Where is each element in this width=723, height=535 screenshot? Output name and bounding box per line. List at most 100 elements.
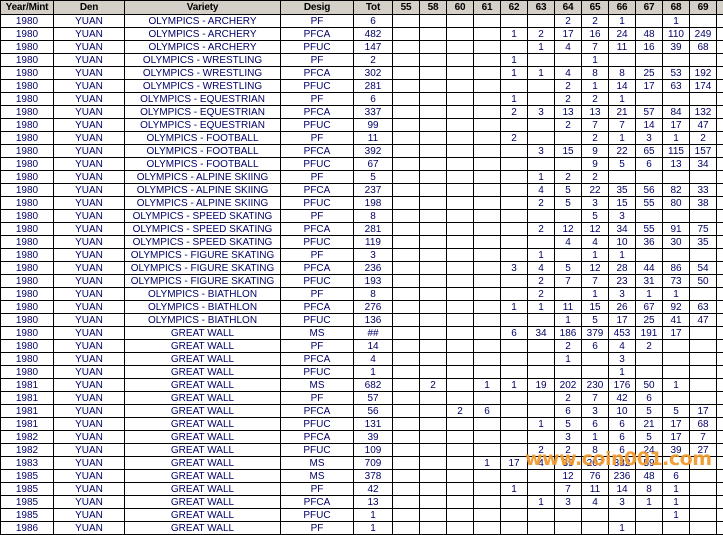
- cell-grade-55: [393, 288, 420, 301]
- cell-grade-62: 6: [501, 327, 528, 340]
- cell-grade-63: 3: [528, 106, 555, 119]
- cell-grade-66: 10: [609, 236, 636, 249]
- column-header-grade-70[interactable]: 70: [717, 1, 723, 15]
- cell-grade-61: [474, 210, 501, 223]
- cell-grade-55: [393, 210, 420, 223]
- column-header-grade-68[interactable]: 68: [663, 1, 690, 15]
- column-header-grade-64[interactable]: 64: [555, 1, 582, 15]
- column-header-desig[interactable]: Desig: [281, 1, 354, 15]
- cell-grade-70: [717, 496, 723, 509]
- cell-variety: GREAT WALL: [125, 418, 281, 431]
- cell-desig: PF: [281, 93, 354, 106]
- column-header-grade-58[interactable]: 58: [420, 1, 447, 15]
- column-header-grade-67[interactable]: 67: [636, 1, 663, 15]
- cell-year-mint: 1980: [1, 210, 54, 223]
- cell-grade-69: [690, 457, 717, 470]
- cell-grade-70: 1: [717, 444, 723, 457]
- column-header-grade-61[interactable]: 61: [474, 1, 501, 15]
- cell-den: YUAN: [54, 249, 125, 262]
- column-header-grade-66[interactable]: 66: [609, 1, 636, 15]
- column-header-grade-63[interactable]: 63: [528, 1, 555, 15]
- column-header-grade-62[interactable]: 62: [501, 1, 528, 15]
- cell-grade-68: 115: [663, 145, 690, 158]
- column-header-den[interactable]: Den: [54, 1, 125, 15]
- cell-grade-62: 1: [501, 379, 528, 392]
- cell-grade-55: [393, 223, 420, 236]
- cell-grade-60: [447, 119, 474, 132]
- cell-grade-65: 12: [582, 223, 609, 236]
- cell-grade-65: 16: [582, 28, 609, 41]
- column-header-variety[interactable]: Variety: [125, 1, 281, 15]
- cell-den: YUAN: [54, 119, 125, 132]
- cell-grade-63: [528, 132, 555, 145]
- cell-grade-67: 5: [636, 405, 663, 418]
- cell-variety: OLYMPICS - SPEED SKATING: [125, 236, 281, 249]
- column-header-grade-69[interactable]: 69: [690, 1, 717, 15]
- column-header-year-mint[interactable]: Year/Mint: [1, 1, 54, 15]
- cell-grade-55: [393, 366, 420, 379]
- cell-grade-67: [636, 210, 663, 223]
- cell-grade-60: [447, 54, 474, 67]
- cell-grade-70: [717, 431, 723, 444]
- cell-grade-63: 1: [528, 67, 555, 80]
- cell-variety: OLYMPICS - BIATHLON: [125, 314, 281, 327]
- cell-grade-68: [663, 340, 690, 353]
- cell-den: YUAN: [54, 405, 125, 418]
- cell-grade-62: [501, 41, 528, 54]
- column-header-grade-60[interactable]: 60: [447, 1, 474, 15]
- column-header-grade-65[interactable]: 65: [582, 1, 609, 15]
- cell-grade-70: [717, 288, 723, 301]
- cell-den: YUAN: [54, 483, 125, 496]
- cell-year-mint: 1981: [1, 392, 54, 405]
- cell-variety: GREAT WALL: [125, 522, 281, 535]
- cell-grade-69: [690, 54, 717, 67]
- cell-grade-66: 5: [609, 158, 636, 171]
- cell-grade-63: 1: [528, 249, 555, 262]
- cell-grade-65: [582, 509, 609, 522]
- cell-desig: PFCA: [281, 223, 354, 236]
- column-header-grade-55[interactable]: 55: [393, 1, 420, 15]
- cell-grade-58: [420, 223, 447, 236]
- column-header-tot[interactable]: Tot: [354, 1, 393, 15]
